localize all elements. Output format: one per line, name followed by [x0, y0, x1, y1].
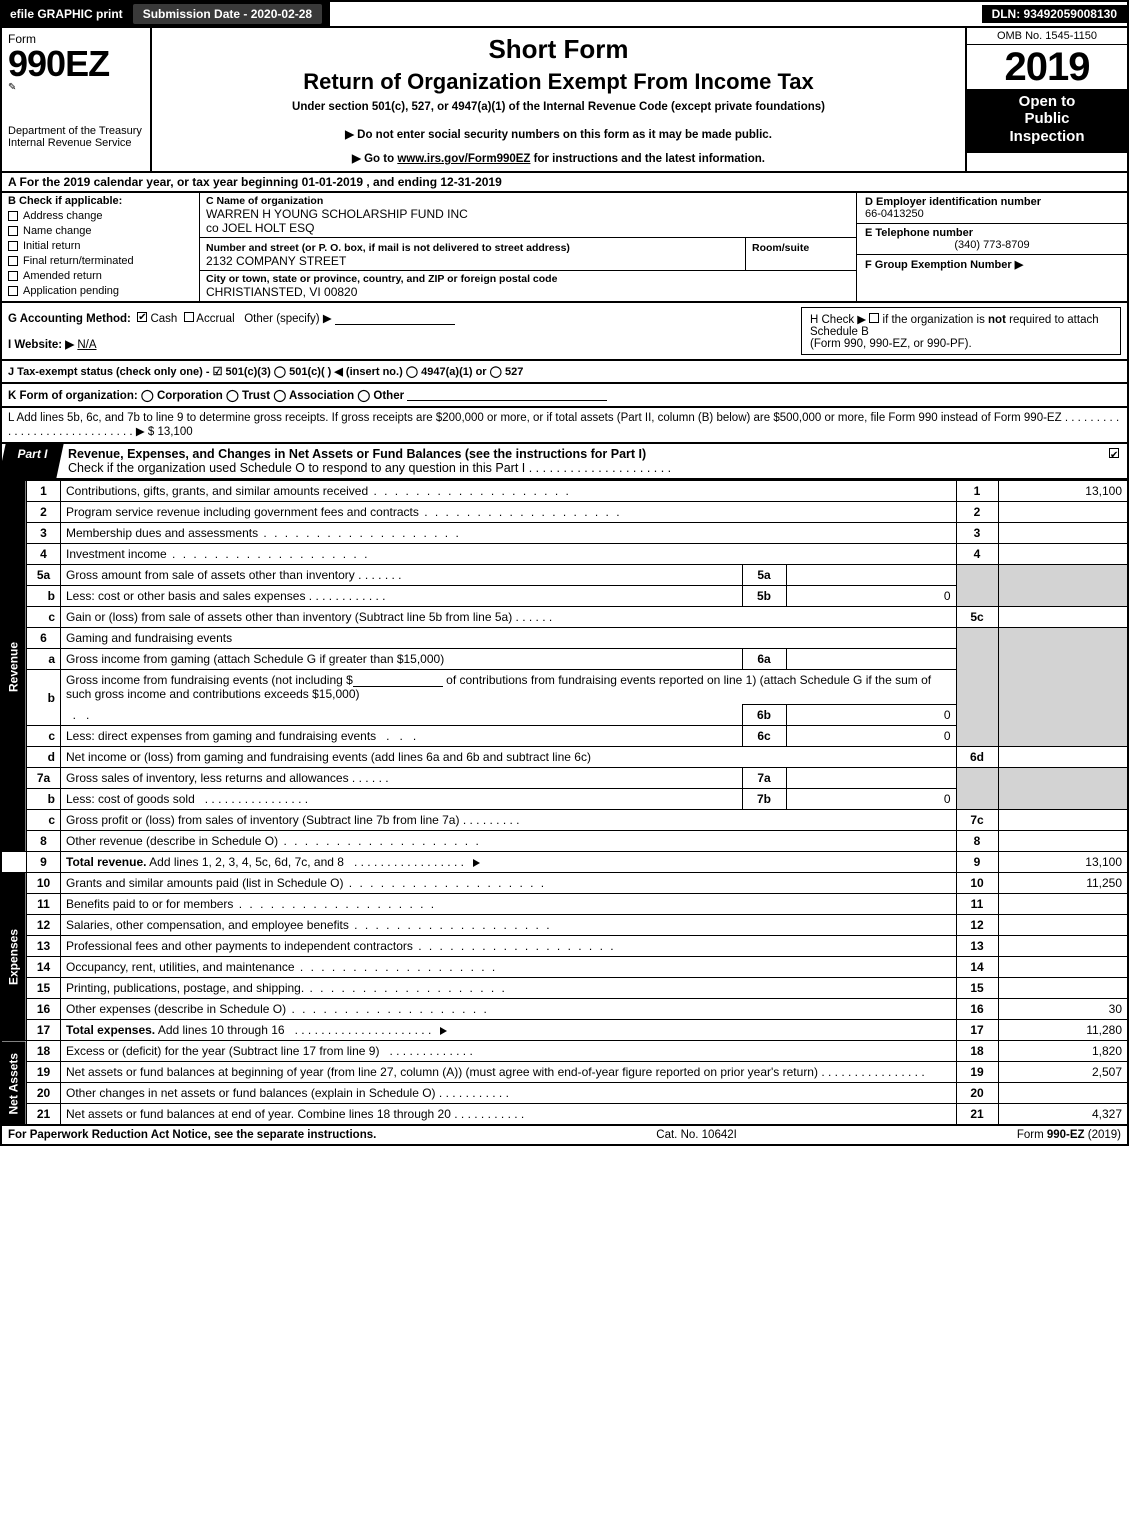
footer-center: Cat. No. 10642I: [376, 1129, 1017, 1141]
under-section: Under section 501(c), 527, or 4947(a)(1)…: [162, 101, 955, 113]
i-label: I Website: ▶: [8, 339, 74, 351]
amt-1: 13,100: [998, 481, 1128, 502]
form-number: 990EZ: [8, 43, 109, 84]
addr-lbl: Number and street (or P. O. box, if mail…: [206, 242, 570, 254]
part-i-check: Check if the organization used Schedule …: [68, 461, 525, 475]
amt-6c: 0: [786, 726, 956, 747]
other-specify-line[interactable]: [335, 313, 455, 325]
footer-left: For Paperwork Reduction Act Notice, see …: [8, 1129, 376, 1141]
amt-6b: 0: [786, 705, 956, 726]
row-k: K Form of organization: ◯ Corporation ◯ …: [0, 384, 1129, 408]
g-label: G Accounting Method:: [8, 313, 131, 325]
main-table: Revenue 1 Contributions, gifts, grants, …: [0, 480, 1129, 1126]
goto-link[interactable]: www.irs.gov/Form990EZ: [397, 153, 530, 165]
dln-label: DLN: 93492059008130: [982, 5, 1127, 23]
amt-7b: 0: [786, 789, 956, 810]
form-header: Form 990EZ ✎ Department of the Treasury …: [0, 28, 1129, 173]
open-to-public: Open to Public Inspection: [967, 89, 1127, 153]
l-amount: ▶ $ 13,100: [136, 426, 193, 438]
part-i-title: Revenue, Expenses, and Changes in Net As…: [68, 447, 646, 461]
netassets-sidelabel: Net Assets: [1, 1041, 27, 1126]
short-form-title: Short Form: [162, 34, 955, 65]
line-a: A For the 2019 calendar year, or tax yea…: [0, 173, 1129, 193]
k-text: K Form of organization: ◯ Corporation ◯ …: [8, 388, 404, 402]
chk-h[interactable]: [869, 313, 879, 323]
amt-18: 1,820: [998, 1041, 1128, 1062]
amt-21: 4,327: [998, 1104, 1128, 1126]
tel-value: (340) 773-8709: [865, 239, 1119, 251]
chk-amended-return[interactable]: Amended return: [8, 270, 193, 282]
irs-label: Internal Revenue Service: [8, 137, 132, 149]
b-label: B Check if applicable:: [8, 195, 122, 207]
chk-schedule-o[interactable]: [1109, 448, 1119, 458]
part-i-header: Part I Revenue, Expenses, and Changes in…: [0, 444, 1129, 480]
org-addr: 2132 COMPANY STREET: [206, 254, 346, 268]
amt-10: 11,250: [998, 873, 1128, 894]
chk-cash[interactable]: [137, 312, 147, 322]
group-exemption-lbl: F Group Exemption Number ▶: [865, 259, 1023, 271]
efile-label[interactable]: efile GRAPHIC print: [10, 7, 123, 21]
chk-accrual[interactable]: [184, 312, 194, 322]
submission-date: Submission Date - 2020-02-28: [133, 4, 322, 24]
block-b-f: B Check if applicable: Address change Na…: [0, 193, 1129, 303]
return-title: Return of Organization Exempt From Incom…: [162, 69, 955, 95]
l-text: L Add lines 5b, 6c, and 7b to line 9 to …: [8, 412, 1062, 424]
footer-right: Form 990-EZ (2019): [1017, 1129, 1121, 1141]
revenue-sidelabel: Revenue: [1, 481, 27, 852]
chk-final-return[interactable]: Final return/terminated: [8, 255, 193, 267]
chk-name-change[interactable]: Name change: [8, 225, 193, 237]
tax-year: 2019: [967, 45, 1127, 89]
expenses-sidelabel: Expenses: [1, 873, 27, 1041]
do-not-enter: ▶ Do not enter social security numbers o…: [162, 127, 955, 141]
tel-lbl: E Telephone number: [865, 227, 973, 239]
part-i-tab: Part I: [17, 447, 47, 461]
chk-application-pending[interactable]: Application pending: [8, 285, 193, 297]
org-co: co JOEL HOLT ESQ: [206, 221, 314, 235]
top-bar: efile GRAPHIC print Submission Date - 20…: [0, 0, 1129, 28]
org-city: CHRISTIANSTED, VI 00820: [206, 285, 357, 299]
org-name: WARREN H YOUNG SCHOLARSHIP FUND INC: [206, 207, 468, 221]
omb-number: OMB No. 1545-1150: [967, 28, 1127, 45]
ein-value: 66-0413250: [865, 208, 924, 220]
row-g-h: G Accounting Method: Cash Accrual Other …: [0, 303, 1129, 361]
row-j: J Tax-exempt status (check only one) - ☑…: [0, 361, 1129, 384]
amt-9: 13,100: [998, 852, 1128, 873]
chk-address-change[interactable]: Address change: [8, 210, 193, 222]
amt-5b: 0: [786, 586, 956, 607]
chk-initial-return[interactable]: Initial return: [8, 240, 193, 252]
ein-lbl: D Employer identification number: [865, 196, 1041, 208]
amt-19: 2,507: [998, 1062, 1128, 1083]
j-text: J Tax-exempt status (check only one) - ☑…: [8, 365, 523, 378]
row-l: L Add lines 5b, 6c, and 7b to line 9 to …: [0, 408, 1129, 444]
amt-16: 30: [998, 999, 1128, 1020]
goto-line: ▶ Go to www.irs.gov/Form990EZ for instru…: [162, 151, 955, 165]
website-value: N/A: [77, 339, 96, 351]
c-name-lbl: C Name of organization: [206, 195, 323, 207]
room-lbl: Room/suite: [752, 242, 809, 254]
city-lbl: City or town, state or province, country…: [206, 273, 557, 285]
footer: For Paperwork Reduction Act Notice, see …: [0, 1126, 1129, 1146]
dept-label: Department of the Treasury: [8, 125, 142, 137]
h-box: H Check ▶ if the organization is not req…: [801, 307, 1121, 355]
amt-17: 11,280: [998, 1020, 1128, 1041]
